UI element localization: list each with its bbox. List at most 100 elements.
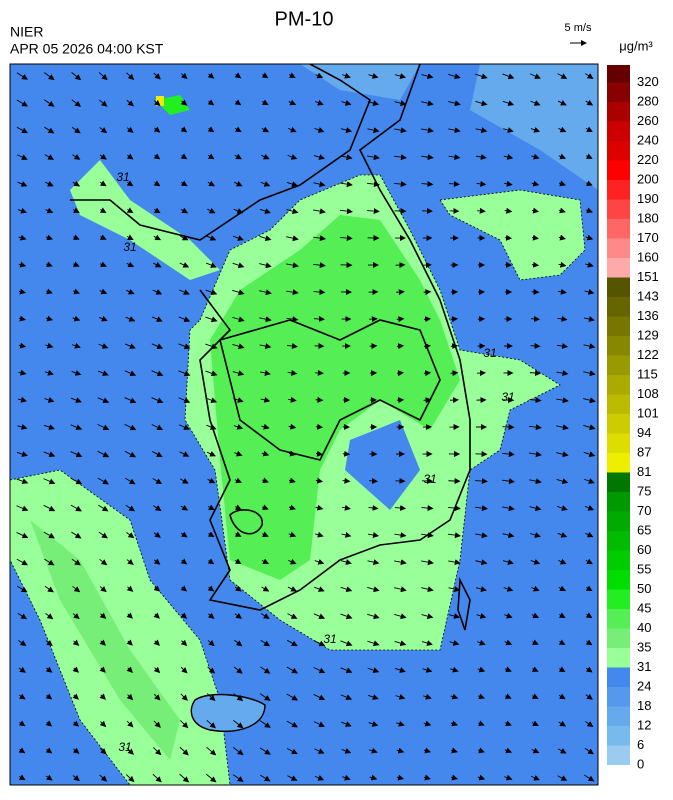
colorbar-segment — [607, 297, 630, 317]
colorbar-segment — [607, 278, 630, 298]
colorbar-segment — [607, 726, 630, 746]
colorbar-segment — [607, 102, 630, 122]
wind-arrow — [531, 319, 539, 320]
wind-arrow — [451, 373, 458, 374]
colorbar-label: 75 — [637, 483, 651, 498]
wind-arrow — [397, 346, 403, 347]
colorbar-label: 55 — [637, 561, 651, 576]
colorbar-label: 35 — [637, 639, 651, 654]
wind-arrow — [424, 400, 431, 401]
colorbar-segment — [607, 687, 630, 707]
colorbar-label: 12 — [637, 717, 651, 732]
colorbar-segment — [607, 414, 630, 434]
colorbar-segment — [607, 668, 630, 688]
colorbar-label: 136 — [637, 308, 659, 323]
colorbar-label: 81 — [637, 464, 651, 479]
colorbar-label: 18 — [637, 698, 651, 713]
colorbar-segment — [607, 434, 630, 454]
wind-arrow — [424, 319, 430, 320]
colorbar-segment — [607, 590, 630, 610]
colorbar-label: 40 — [637, 620, 651, 635]
contour-label: 31 — [323, 632, 336, 646]
datetime: APR 05 2026 04:00 KST — [10, 41, 164, 57]
colorbar-segment — [607, 492, 630, 512]
colorbar-label: 280 — [637, 93, 659, 108]
colorbar-label: 190 — [637, 191, 659, 206]
colorbar-label: 70 — [637, 503, 651, 518]
colorbar: 0612182431354045505560657075818794101108… — [607, 65, 659, 771]
colorbar-label: 50 — [637, 581, 651, 596]
wind-arrow — [502, 427, 513, 428]
title: PM-10 — [275, 8, 334, 30]
wind-arrow — [397, 319, 404, 320]
colorbar-segment — [607, 648, 630, 668]
agency: NIER — [10, 24, 43, 40]
colorbar-segment — [607, 161, 630, 181]
wind-arrow — [369, 481, 377, 482]
wind-arrow — [424, 373, 430, 374]
colorbar-segment — [607, 473, 630, 493]
wind-arrow — [424, 346, 430, 347]
colorbar-segment — [607, 65, 630, 83]
colorbar-segment — [607, 336, 630, 356]
contour-label: 31 — [116, 170, 129, 184]
colorbar-label: 108 — [637, 386, 659, 401]
wind-arrow — [316, 400, 323, 401]
colorbar-label: 45 — [637, 600, 651, 615]
colorbar-label: 240 — [637, 132, 659, 147]
colorbar-label: 151 — [637, 269, 659, 284]
wind-arrow — [397, 373, 403, 374]
colorbar-segment — [607, 629, 630, 649]
north-hotspot — [156, 96, 164, 106]
colorbar-segment — [607, 258, 630, 278]
colorbar-label: 260 — [637, 113, 659, 128]
colorbar-label: 320 — [637, 74, 659, 89]
wind-arrow — [505, 238, 511, 239]
colorbar-label: 60 — [637, 542, 651, 557]
colorbar-segment — [607, 141, 630, 161]
colorbar-segment — [607, 180, 630, 200]
colorbar-label: 101 — [637, 405, 659, 420]
colorbar-segment — [607, 395, 630, 415]
colorbar-segment — [607, 356, 630, 376]
colorbar-segment — [607, 453, 630, 473]
wind-arrow — [532, 292, 539, 293]
wind-arrow — [424, 292, 431, 293]
colorbar-label: 6 — [637, 737, 644, 752]
colorbar-label: 160 — [637, 249, 659, 264]
colorbar-segment — [607, 512, 630, 532]
colorbar-segment — [607, 219, 630, 239]
colorbar-segment — [607, 609, 630, 629]
colorbar-label: 129 — [637, 327, 659, 342]
wind-scale-label: 5 m/s — [565, 22, 592, 34]
colorbar-segment — [607, 122, 630, 142]
contour-label: 31 — [501, 390, 514, 404]
colorbar-label: 220 — [637, 152, 659, 167]
wind-arrow — [316, 427, 322, 428]
colorbar-label: 65 — [637, 522, 651, 537]
colorbar-label: 180 — [637, 210, 659, 225]
colorbar-label: 87 — [637, 444, 651, 459]
colorbar-segment — [607, 239, 630, 259]
colorbar-segment — [607, 317, 630, 337]
colorbar-segment — [607, 200, 630, 220]
colorbar-label: 24 — [637, 678, 651, 693]
colorbar-label: 200 — [637, 171, 659, 186]
wind-arrow — [451, 346, 457, 347]
wind-arrow — [530, 346, 539, 347]
colorbar-segment — [607, 551, 630, 571]
contour-label: 31 — [423, 472, 436, 486]
wind-arrow — [477, 211, 485, 212]
colorbar-segment — [607, 375, 630, 395]
colorbar-segment — [607, 570, 630, 590]
colorbar-label: 170 — [637, 230, 659, 245]
colorbar-label: 115 — [637, 366, 658, 381]
colorbar-segment — [607, 83, 630, 103]
colorbar-label: 0 — [637, 756, 644, 771]
unit: μg/m³ — [619, 38, 653, 53]
contour-label: 31 — [123, 240, 136, 254]
wind-arrow — [396, 292, 404, 293]
colorbar-label: 122 — [637, 347, 659, 362]
wind-arrow — [314, 319, 324, 320]
